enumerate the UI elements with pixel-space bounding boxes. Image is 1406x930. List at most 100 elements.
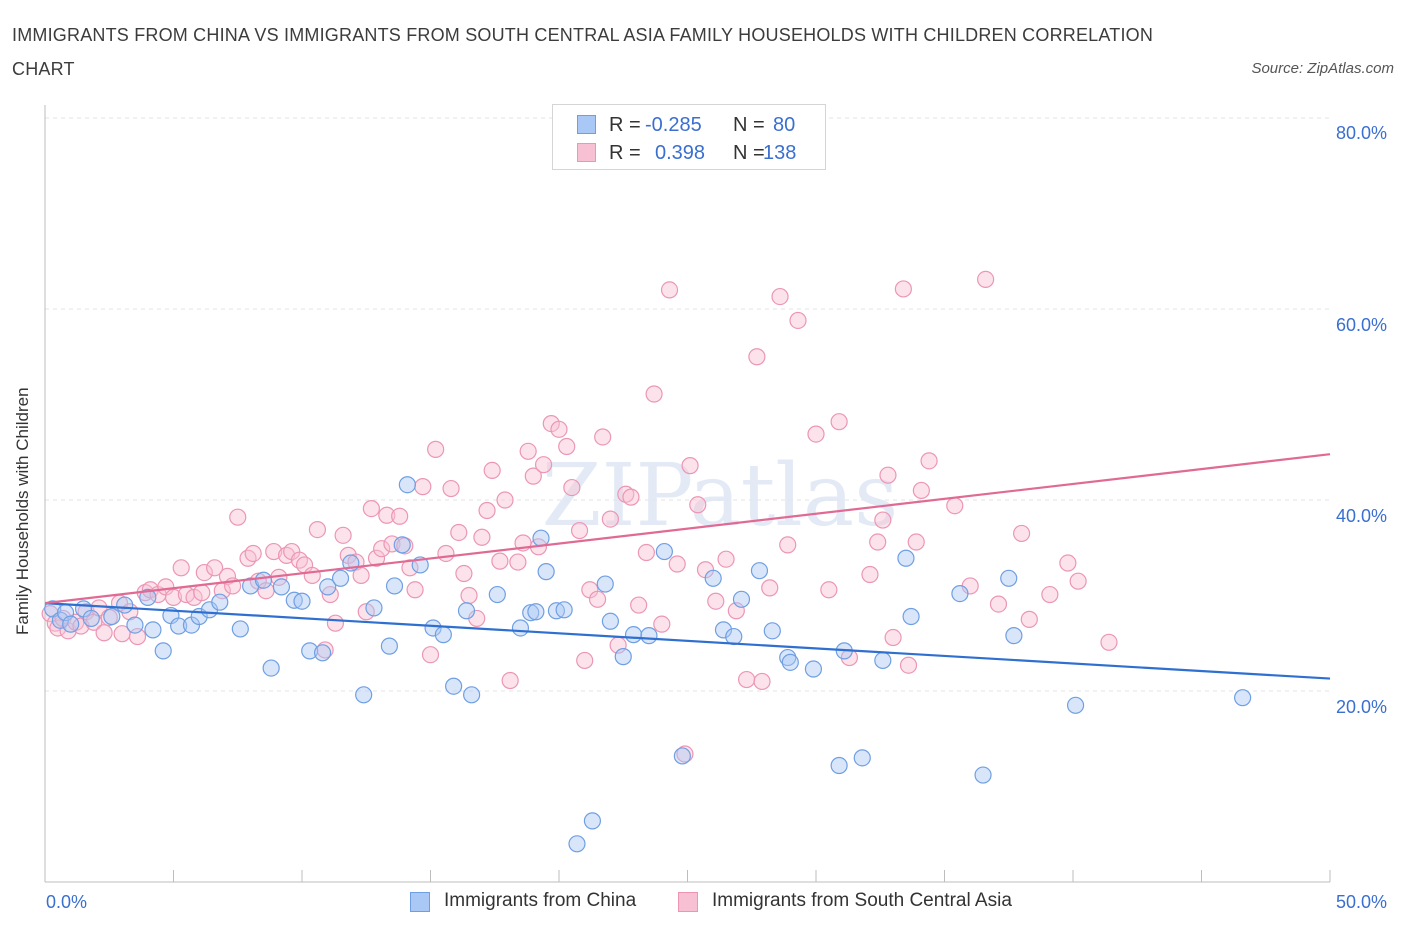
axes bbox=[44, 105, 1331, 883]
china-point bbox=[82, 609, 100, 628]
bottom-legend-sca: Immigrants from South Central Asia bbox=[678, 888, 1058, 916]
china-point bbox=[704, 569, 722, 587]
sca-point bbox=[689, 496, 707, 514]
sca-point bbox=[455, 564, 473, 583]
sca-point bbox=[373, 540, 391, 558]
china-point bbox=[874, 651, 892, 670]
sca-point bbox=[437, 544, 455, 563]
sca-point bbox=[820, 581, 838, 599]
sca-point bbox=[588, 590, 607, 608]
sca-point bbox=[473, 528, 491, 546]
china-points bbox=[44, 476, 1252, 853]
sca-point bbox=[442, 479, 460, 498]
sca-point bbox=[460, 586, 478, 605]
source-label: Source: ZipAtlas.com bbox=[1251, 60, 1394, 77]
china-point bbox=[154, 642, 172, 660]
sca-point bbox=[239, 549, 257, 567]
sca-point bbox=[779, 536, 797, 554]
legend-r-value-china: -0.285 bbox=[645, 114, 702, 136]
sca-point bbox=[563, 478, 581, 497]
sca-point bbox=[367, 549, 386, 567]
legend-row-china: R = -0.285 N = 80 bbox=[577, 111, 817, 139]
china-point bbox=[1005, 627, 1023, 645]
sca-point bbox=[558, 437, 576, 456]
china-point bbox=[583, 812, 602, 830]
china-point bbox=[393, 536, 411, 554]
sca-point bbox=[1069, 572, 1087, 590]
sca-point bbox=[899, 656, 918, 674]
sca-point bbox=[884, 628, 902, 647]
china-point bbox=[601, 612, 620, 630]
legend-r-label: R = bbox=[609, 114, 641, 136]
sca-point bbox=[378, 506, 396, 524]
sca-point bbox=[1100, 633, 1118, 651]
china-point bbox=[614, 648, 632, 666]
legend-r-label: R = bbox=[609, 142, 641, 164]
china-point bbox=[211, 593, 229, 611]
sca-point bbox=[334, 526, 352, 544]
sca-point bbox=[265, 542, 283, 561]
china-point bbox=[527, 603, 545, 621]
legend-n-value-sca: 138 bbox=[763, 142, 797, 164]
y-tick-label-60: 60.0% bbox=[1336, 315, 1388, 335]
china-point bbox=[951, 584, 969, 603]
china-point bbox=[116, 596, 134, 614]
sca-point bbox=[229, 508, 247, 526]
sca-point bbox=[907, 533, 925, 551]
china-point bbox=[763, 622, 781, 640]
china-point bbox=[830, 756, 848, 775]
sca-point bbox=[483, 461, 501, 479]
sca-point bbox=[869, 533, 887, 551]
legend-n-label: N = bbox=[733, 142, 765, 164]
bottom-legend-label-sca: Immigrants from South Central Asia bbox=[712, 890, 1012, 911]
sca-point bbox=[977, 270, 995, 288]
sca-point bbox=[570, 521, 589, 540]
sca-point bbox=[761, 579, 779, 597]
sca-point bbox=[95, 624, 113, 642]
sca-point bbox=[645, 385, 663, 403]
y-tick-label-20: 20.0% bbox=[1336, 697, 1388, 717]
china-point bbox=[804, 660, 823, 678]
sca-point bbox=[244, 544, 262, 563]
china-point bbox=[596, 575, 614, 593]
china-point bbox=[319, 578, 337, 596]
sca-point bbox=[391, 507, 409, 525]
china-point bbox=[126, 616, 144, 634]
china-point bbox=[445, 677, 463, 695]
sca-point bbox=[1041, 585, 1059, 604]
china-point bbox=[254, 571, 273, 589]
china-point bbox=[170, 617, 188, 635]
china-point bbox=[424, 619, 442, 637]
sca-points bbox=[41, 270, 1118, 763]
china-point bbox=[750, 562, 769, 580]
correlation-legend: R = -0.285 N = 80 R = 0.398 N = 138 bbox=[552, 104, 826, 170]
sca-point bbox=[676, 745, 694, 763]
sca-point bbox=[326, 614, 345, 632]
sca-point bbox=[164, 588, 183, 607]
china-point bbox=[1000, 569, 1018, 587]
china-point bbox=[272, 578, 291, 596]
sca-point bbox=[874, 511, 892, 529]
china-point bbox=[1066, 696, 1085, 714]
sca-point bbox=[303, 566, 321, 585]
china-point bbox=[144, 621, 162, 639]
y-axis-label: Family Households with Children bbox=[13, 387, 32, 635]
china-point bbox=[897, 549, 915, 567]
china-point bbox=[568, 835, 586, 853]
sca-point bbox=[630, 596, 648, 614]
china-point bbox=[293, 592, 311, 610]
sca-point bbox=[807, 425, 825, 443]
sca-point bbox=[771, 287, 789, 306]
sca-point bbox=[1012, 524, 1031, 543]
x-tick-label-max: 50.0% bbox=[1336, 892, 1388, 912]
china-point bbox=[902, 607, 920, 626]
china-point bbox=[457, 602, 476, 620]
sca-point bbox=[550, 420, 568, 438]
china-point bbox=[714, 621, 733, 639]
watermark: ZIPatlas bbox=[542, 446, 898, 546]
sca-point bbox=[496, 491, 514, 509]
china-point bbox=[434, 626, 452, 644]
china-point bbox=[781, 653, 799, 671]
china-point bbox=[532, 529, 550, 547]
